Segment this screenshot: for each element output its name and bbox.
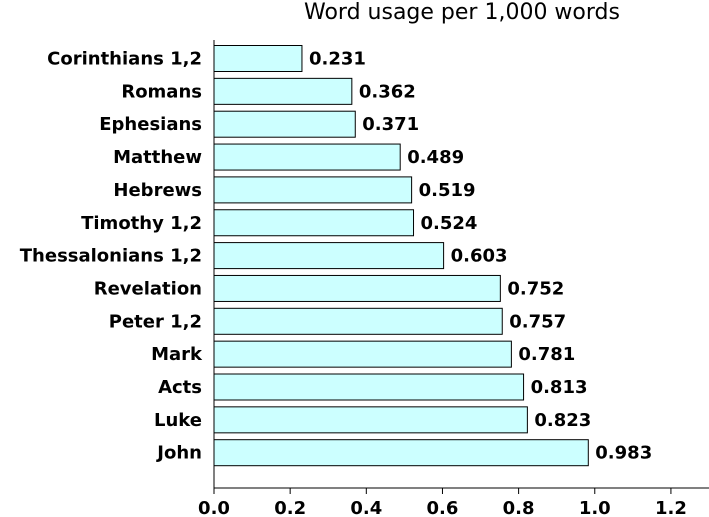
- x-tick-label: 0.4: [350, 498, 382, 517]
- category-label: Matthew: [113, 147, 202, 168]
- category-label: Revelation: [94, 278, 202, 299]
- category-label: Luke: [154, 410, 202, 431]
- x-axis-ticks: 0.0 0.2 0.4 0.6 0.8 1.0 1.2: [198, 488, 687, 517]
- bar: [213, 406, 528, 434]
- bar: [213, 307, 503, 335]
- x-tick-label: 0.0: [198, 498, 230, 517]
- bar: [213, 274, 501, 302]
- value-label: 0.371: [362, 114, 419, 135]
- value-labels-layer: 0.231 0.362 0.371 0.489 0.519 0.524 0.603 0.752…: [309, 49, 652, 464]
- value-label: 0.489: [407, 147, 464, 168]
- bar: [213, 439, 589, 467]
- value-label: 0.519: [419, 180, 476, 201]
- bars-layer: [213, 45, 589, 467]
- bar: [213, 373, 525, 401]
- x-tick-label: 1.2: [655, 498, 687, 517]
- bar: [213, 143, 401, 171]
- x-tick-label: 0.8: [503, 498, 535, 517]
- bar: [213, 340, 512, 368]
- value-label: 0.362: [359, 81, 416, 102]
- category-label: Peter 1,2: [109, 311, 202, 332]
- x-tick-label: 0.6: [427, 498, 459, 517]
- value-label: 0.524: [421, 213, 478, 234]
- value-label: 0.757: [509, 311, 566, 332]
- category-labels-layer: Corinthians 1,2 Romans Ephesians Matthew Heb…: [20, 49, 203, 464]
- value-label: 0.983: [595, 443, 652, 464]
- category-label: John: [155, 443, 202, 464]
- category-label: Corinthians 1,2: [47, 49, 202, 70]
- value-label: 0.752: [507, 278, 564, 299]
- value-label: 0.823: [534, 410, 591, 431]
- axes-layer: 0.0 0.2 0.4 0.6 0.8 1.0 1.2: [198, 40, 709, 517]
- bar: [213, 209, 415, 237]
- value-label: 0.813: [531, 377, 588, 398]
- category-label: Timothy 1,2: [81, 213, 202, 234]
- value-label: 0.231: [309, 49, 366, 70]
- category-label: Ephesians: [99, 114, 202, 135]
- chart-title: Word usage per 1,000 words: [304, 0, 620, 25]
- bar: [213, 176, 413, 204]
- bar: [213, 45, 303, 72]
- bar: [213, 77, 353, 105]
- bar: [213, 242, 445, 270]
- value-label: 0.781: [518, 344, 575, 365]
- category-label: Mark: [151, 344, 203, 365]
- x-tick-label: 0.2: [274, 498, 306, 517]
- category-label: Thessalonians 1,2: [20, 246, 202, 267]
- x-tick-label: 1.0: [579, 498, 611, 517]
- value-label: 0.603: [451, 246, 508, 267]
- category-label: Romans: [121, 81, 202, 102]
- bar: [213, 110, 356, 138]
- category-label: Acts: [158, 377, 202, 398]
- category-label: Hebrews: [113, 180, 202, 201]
